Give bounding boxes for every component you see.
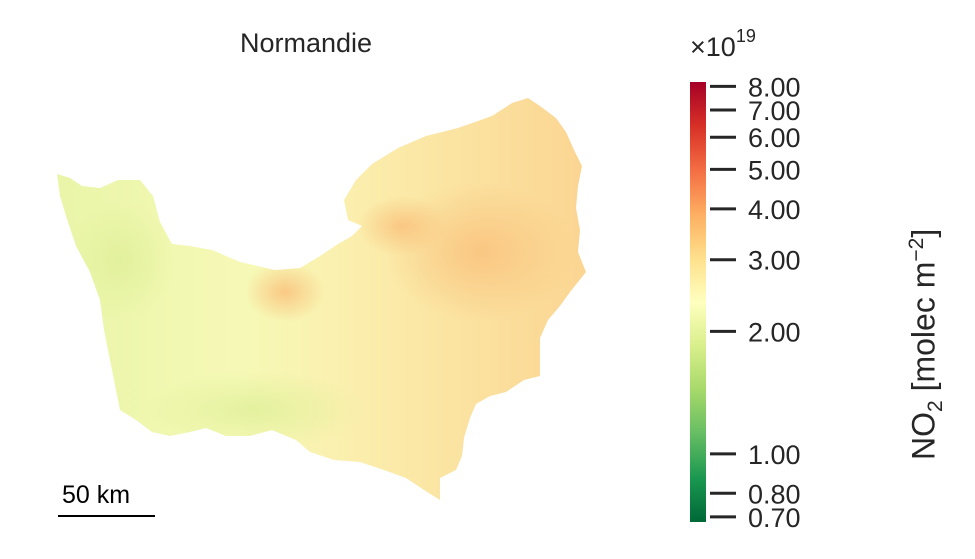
colorbar-label: NO2 [molec m−2] bbox=[905, 229, 948, 460]
label-units-exponent: −2 bbox=[905, 237, 928, 262]
map-title: Normandie bbox=[240, 28, 373, 58]
colorbar-tick-label: 7.00 bbox=[748, 96, 801, 126]
colorbar-tick-label: 1.00 bbox=[748, 440, 801, 470]
label-units-close: ] bbox=[905, 228, 942, 238]
colorbar-multiplier: ×1019 bbox=[690, 26, 756, 63]
hotspot-estuary bbox=[357, 196, 447, 256]
label-units: [molec m bbox=[905, 261, 942, 401]
scale-bar-label: 50 km bbox=[62, 481, 131, 509]
colorbar-tick-label: 8.00 bbox=[748, 72, 801, 102]
colorbar-ticks: 8.007.006.005.00 4.00 3.00 2.00 1.00 0.800.70 bbox=[710, 72, 801, 533]
colorbar-tick-label: 0.80 bbox=[748, 479, 801, 509]
colorbar-tick-label: 3.00 bbox=[748, 246, 801, 276]
colorbar-tick-label: 4.00 bbox=[748, 195, 801, 225]
colorbar-tick-label: 0.70 bbox=[748, 503, 801, 533]
cool-south bbox=[145, 370, 365, 450]
scale-bar-line bbox=[58, 515, 155, 517]
label-species: NO bbox=[905, 412, 942, 460]
normandie-region bbox=[57, 98, 586, 500]
colorbar-tick-label: 2.00 bbox=[748, 317, 801, 347]
colorbar-tick-label: 6.00 bbox=[748, 123, 801, 153]
colorbar: 8.007.006.005.00 4.00 3.00 2.00 1.00 0.800.70 bbox=[690, 72, 801, 533]
multiplier-exponent: 19 bbox=[735, 26, 756, 46]
colorbar-tick-label: 5.00 bbox=[748, 155, 801, 185]
multiplier-base: ×10 bbox=[690, 32, 736, 62]
colorbar-gradient bbox=[690, 82, 706, 522]
hotspot-caen bbox=[245, 262, 325, 322]
label-species-subscript: 2 bbox=[924, 400, 948, 412]
cool-west bbox=[65, 200, 175, 320]
